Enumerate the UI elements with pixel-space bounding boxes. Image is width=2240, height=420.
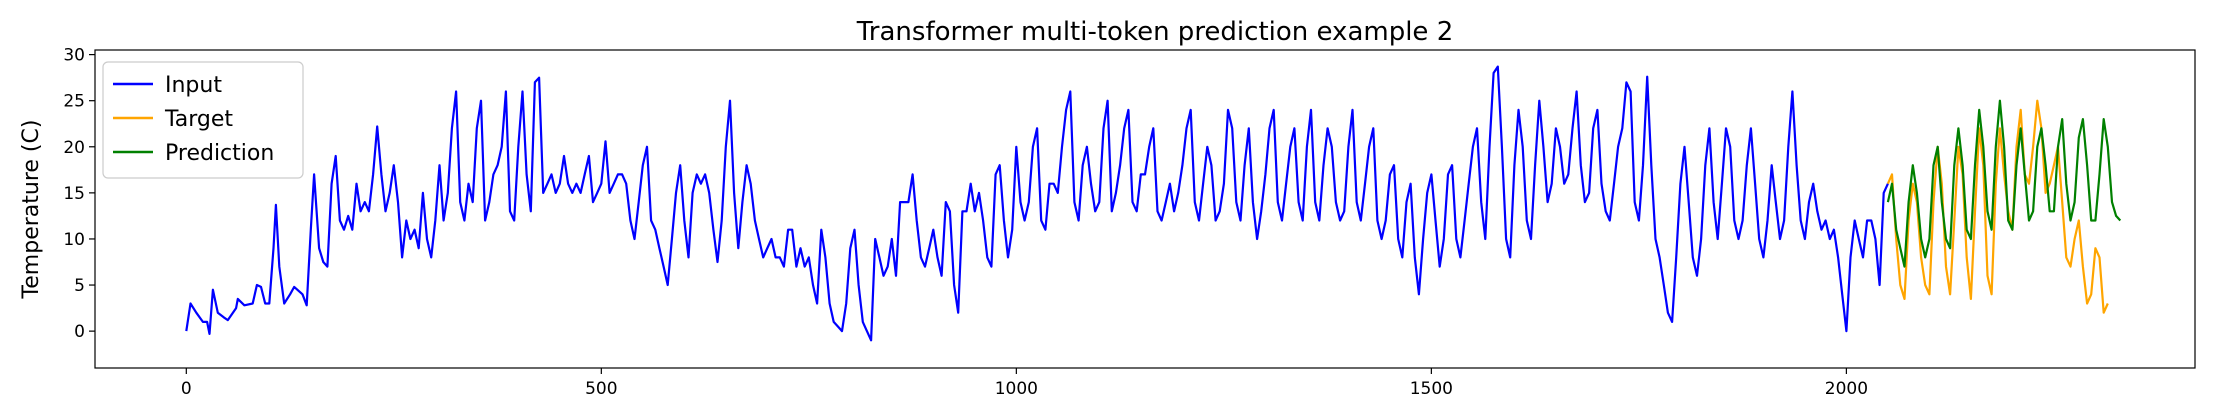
legend-label-prediction: Prediction (165, 141, 274, 166)
series-line-target (1886, 99, 2109, 314)
y-tick-label: 0 (74, 322, 85, 342)
y-tick-label: 15 (63, 184, 85, 204)
series-line-prediction (1886, 99, 2122, 268)
legend-label-target: Target (164, 107, 233, 132)
y-tick-label: 5 (74, 276, 85, 296)
y-tick-label: 10 (63, 230, 85, 250)
series-line-input (185, 65, 1889, 342)
x-tick-label: 0 (181, 379, 192, 399)
legend-box (102, 61, 304, 179)
y-tick-label: 25 (63, 92, 85, 112)
y-axis-label: Temperature (C) (19, 120, 44, 300)
legend-label-input: Input (165, 73, 222, 98)
x-tick-label: 2000 (1825, 379, 1868, 399)
plot-area-frame (94, 49, 2196, 369)
y-axis-ticks: 0 5 10 15 20 25 30 (63, 46, 95, 342)
legend: Input Target Prediction (102, 61, 304, 179)
x-tick-label: 1500 (1410, 379, 1453, 399)
y-tick-label: 20 (63, 138, 85, 158)
x-axis-ticks: 0 500 1000 1500 2000 (181, 368, 1868, 399)
y-tick-label: 30 (63, 46, 85, 66)
x-tick-label: 1000 (995, 379, 1038, 399)
chart-title: Transformer multi-token prediction examp… (856, 17, 1454, 47)
x-tick-label: 500 (585, 379, 617, 399)
plot-lines (185, 65, 2122, 342)
